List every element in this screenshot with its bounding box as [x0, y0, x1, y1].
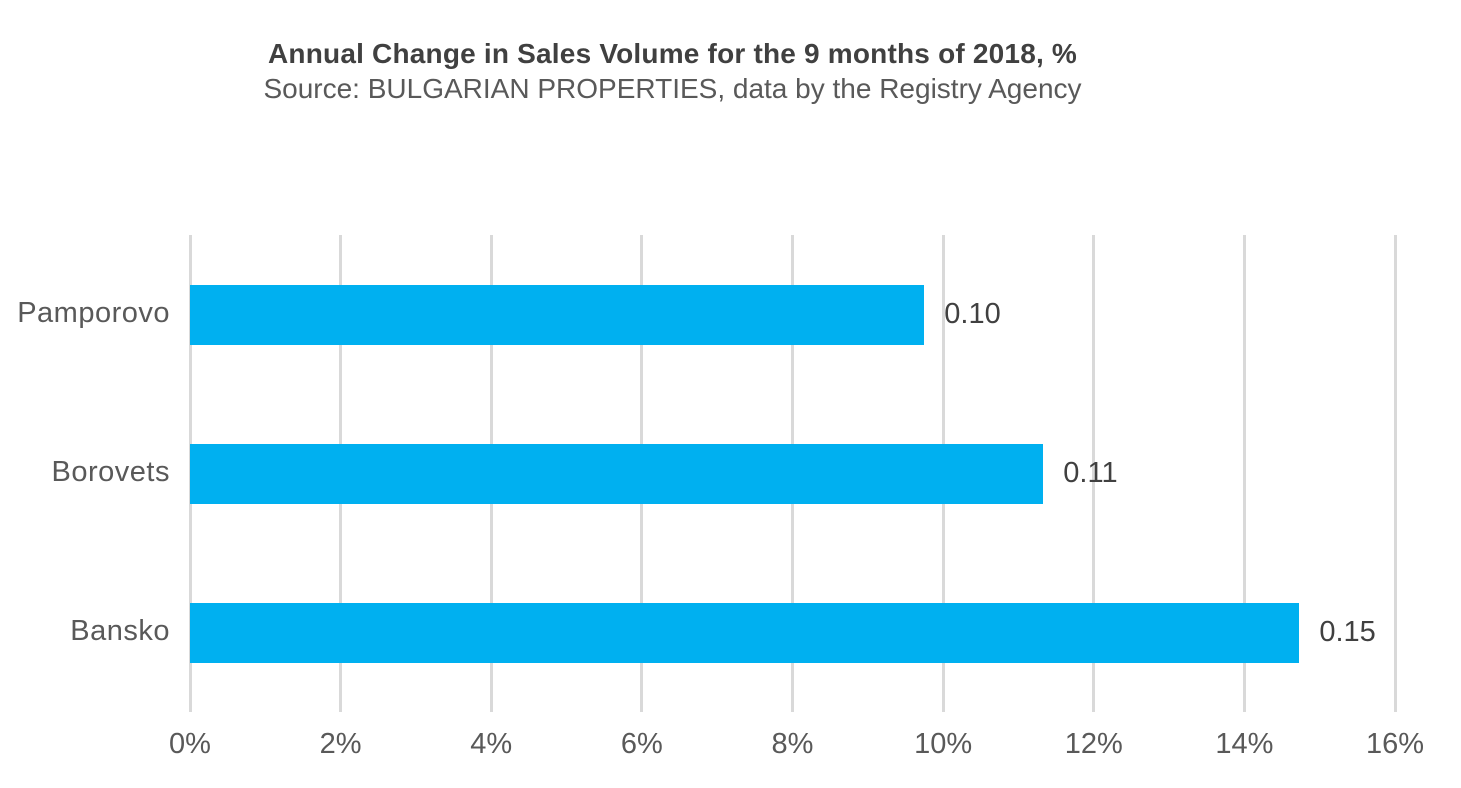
x-tick-label-16%: 16% — [1365, 728, 1425, 760]
gridline-12% — [1092, 235, 1096, 712]
chart-title: Annual Change in Sales Volume for the 9 … — [267, 38, 1078, 69]
x-tick-label-4%: 4% — [470, 728, 513, 760]
x-tick-label-12%: 12% — [1064, 728, 1123, 760]
category-label-borovets: Borovets — [51, 455, 170, 488]
chart-subtitle: Source: BULGARIAN PROPERTIES, data by th… — [263, 73, 1082, 104]
data-label-bansko: 0.15 — [1319, 615, 1376, 648]
x-tick-label-2%: 2% — [319, 728, 362, 760]
gridline-14% — [1242, 235, 1246, 712]
chart-header: Annual Change in Sales Volume for the 9 … — [0, 36, 1345, 106]
category-label-pamporovo: Pamporovo — [17, 296, 170, 329]
bar-pamporovo — [190, 284, 925, 345]
x-tick-label-0%: 0% — [169, 728, 211, 760]
x-tick-label-10%: 10% — [914, 728, 973, 760]
gridline-16% — [1393, 235, 1397, 712]
x-tick-label-8%: 8% — [771, 728, 814, 760]
x-tick-label-14%: 14% — [1215, 728, 1274, 760]
data-label-borovets: 0.11 — [1063, 456, 1118, 489]
bar-borovets — [190, 443, 1044, 504]
data-label-pamporovo: 0.10 — [944, 297, 1001, 330]
x-tick-label-6%: 6% — [620, 728, 663, 760]
category-label-bansko: Bansko — [70, 614, 170, 647]
bar-bansko — [190, 602, 1300, 663]
